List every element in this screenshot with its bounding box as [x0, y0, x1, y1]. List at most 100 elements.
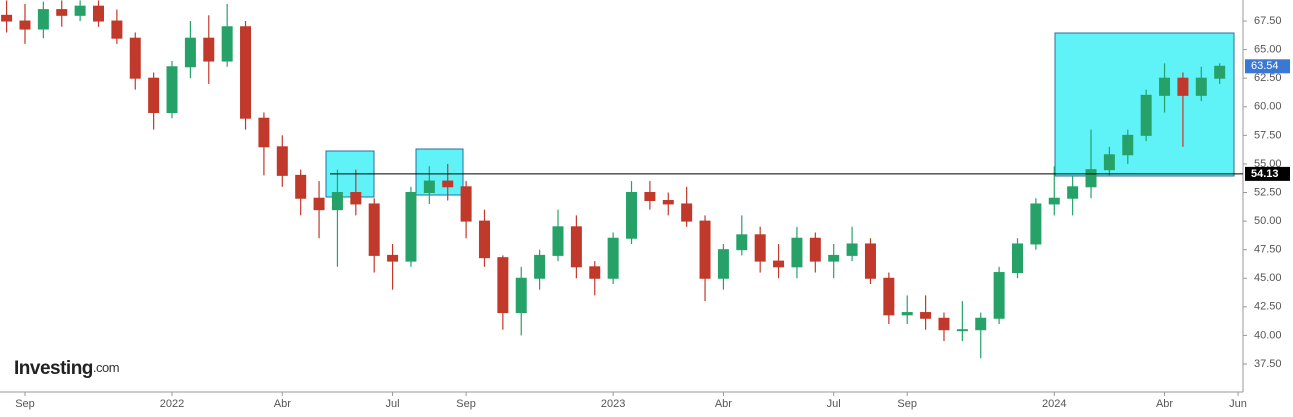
x-tick-label: Sep [456, 398, 476, 410]
x-tick-label: Jul [827, 398, 841, 410]
candle-body [240, 26, 252, 119]
candle-body [368, 203, 380, 256]
candle-body [331, 192, 343, 211]
candle-body [515, 277, 527, 314]
x-tick-label: 2023 [601, 398, 625, 410]
candle-body [442, 180, 454, 188]
candle-body [1085, 169, 1097, 188]
candle-body [791, 237, 803, 268]
candle-body [993, 272, 1005, 319]
candle-body [956, 329, 968, 332]
y-tick-label: 65.00 [1254, 44, 1282, 56]
candle-body [828, 254, 840, 262]
x-tick-label: Abr [715, 398, 732, 410]
candle-body [754, 234, 766, 262]
candle-body [920, 312, 932, 319]
candle-body [534, 254, 546, 279]
candle-body [809, 237, 821, 262]
candle-body [276, 146, 288, 176]
candle-body [1177, 77, 1189, 96]
y-tick-label: 67.50 [1254, 15, 1282, 27]
candle-body [1067, 186, 1079, 199]
candle-body [1012, 243, 1023, 274]
x-tick-label: Jun [1229, 398, 1247, 410]
level-label-box [1245, 166, 1290, 181]
level-label: 54.13 [1251, 168, 1279, 180]
candle-body [56, 9, 68, 16]
candle-body [1195, 77, 1207, 96]
candle-body [111, 20, 123, 39]
candle-body [1214, 65, 1226, 79]
x-tick-label: Abr [1156, 398, 1173, 410]
plot [1, 0, 1226, 359]
y-tick-label: 62.50 [1254, 72, 1282, 84]
candle-body [37, 9, 49, 30]
y-tick-label: 60.00 [1254, 101, 1282, 113]
candle-body [883, 277, 895, 316]
candle-body [19, 20, 31, 30]
y-tick-label: 42.50 [1254, 301, 1282, 313]
candle-body [1, 14, 13, 22]
brand-name: Investing [14, 358, 93, 379]
candle-body [405, 192, 417, 262]
candle-body [1103, 154, 1115, 171]
candle-body [864, 243, 876, 279]
y-tick-label: 50.00 [1254, 215, 1282, 227]
candle-body [423, 180, 435, 194]
last-price-box [1245, 59, 1290, 74]
candle-body [938, 317, 950, 331]
y-tick-label: 52.50 [1254, 186, 1282, 198]
x-tick-label: Abr [274, 398, 291, 410]
candle-body [570, 226, 582, 268]
candle-body [387, 254, 399, 262]
candle-body [1140, 94, 1152, 136]
candle-body [203, 37, 215, 62]
candle-body [699, 220, 711, 279]
candle-body [1048, 197, 1060, 205]
candle-body [166, 66, 178, 113]
x-tick-label: Jul [386, 398, 400, 410]
x-tick-label: 2022 [160, 398, 184, 410]
highlight-box [415, 148, 464, 196]
y-tick-label: 37.50 [1254, 358, 1282, 370]
candle-body [1122, 134, 1134, 156]
y-tick-label: 40.00 [1254, 329, 1282, 341]
candle-body [626, 192, 638, 239]
candle-body [975, 317, 987, 331]
y-tick-label: 55.00 [1254, 158, 1282, 170]
candle-body [148, 77, 160, 113]
candle-body [552, 226, 564, 256]
candle-body [93, 5, 104, 22]
brand: Investing.com [14, 358, 119, 379]
candle-body [1030, 203, 1042, 245]
candle-body [607, 237, 619, 279]
candle-body [350, 192, 362, 205]
candle-body [901, 312, 913, 316]
candle-body [662, 200, 674, 205]
candle-body [460, 186, 472, 222]
x-tick-label: Sep [15, 398, 35, 410]
candle-body [184, 37, 196, 68]
x-tick-label: 2024 [1042, 398, 1066, 410]
candle-body [129, 37, 141, 79]
candle-body [589, 266, 601, 279]
last-price-label: 63.54 [1251, 60, 1279, 72]
candle-body [295, 174, 307, 199]
y-tick-label: 57.50 [1254, 129, 1282, 141]
y-tick-label: 45.00 [1254, 272, 1282, 284]
candle-body [773, 260, 785, 268]
candle-body [74, 5, 86, 16]
candle-body [1159, 77, 1171, 96]
candle-body [736, 234, 748, 251]
candle-body [717, 249, 729, 279]
candle-body [497, 257, 509, 314]
y-tick-label: 47.50 [1254, 244, 1282, 256]
candle-body [681, 203, 693, 222]
candle-body [313, 197, 325, 211]
candle-body [221, 26, 233, 62]
candle-body [846, 243, 858, 256]
candle-body [644, 192, 656, 202]
candle-body [258, 117, 270, 148]
brand-suffix: .com [93, 360, 119, 375]
